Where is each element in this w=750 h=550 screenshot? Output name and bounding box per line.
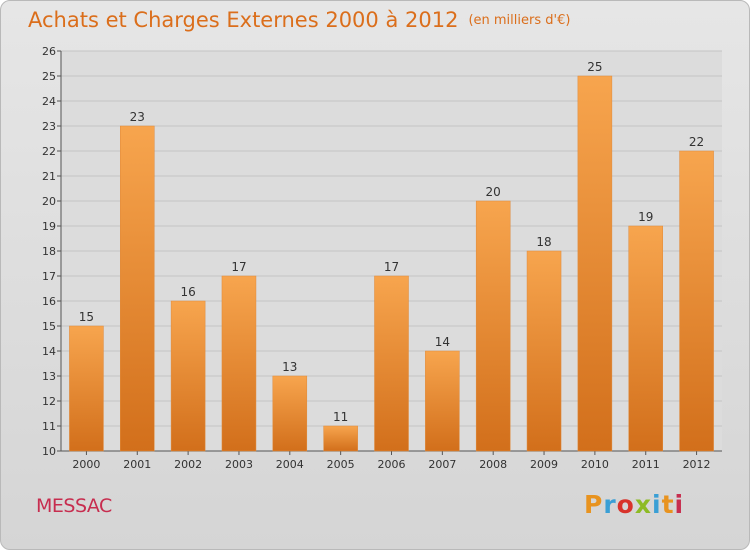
x-tick-label: 2004 bbox=[276, 458, 304, 471]
data-label: 11 bbox=[333, 410, 348, 424]
y-tick-label: 11 bbox=[42, 420, 56, 433]
data-labels: 15 23 16 17 13 11 17 14 20 18 25 19 22 bbox=[79, 60, 704, 424]
data-label: 14 bbox=[435, 335, 450, 349]
data-label: 25 bbox=[587, 60, 602, 74]
bar-2002 bbox=[170, 300, 206, 452]
bar-2004 bbox=[272, 375, 308, 452]
brand-letter: i bbox=[652, 490, 662, 519]
y-tick-label: 20 bbox=[42, 195, 56, 208]
brand-logo: Proxiti bbox=[584, 490, 684, 519]
brand-letter: o bbox=[616, 490, 635, 519]
chart-title: Achats et Charges Externes 2000 à 2012 (e… bbox=[28, 8, 570, 32]
x-tick-label: 2009 bbox=[530, 458, 558, 471]
x-tick-label: 2011 bbox=[632, 458, 660, 471]
data-label: 17 bbox=[384, 260, 399, 274]
brand-letter: P bbox=[584, 490, 604, 519]
y-tick-label: 17 bbox=[42, 270, 56, 283]
x-tick-label: 2010 bbox=[581, 458, 609, 471]
bar-2012 bbox=[679, 150, 714, 452]
data-label: 16 bbox=[180, 285, 195, 299]
brand-letter: t bbox=[661, 490, 675, 519]
bar-2003 bbox=[221, 275, 257, 452]
y-tick-label: 16 bbox=[42, 295, 56, 308]
bar-2005 bbox=[323, 425, 358, 452]
bars bbox=[69, 75, 714, 452]
y-tick-label: 13 bbox=[42, 370, 56, 383]
data-label: 15 bbox=[79, 310, 94, 324]
data-label: 22 bbox=[689, 135, 704, 149]
y-tick-label: 19 bbox=[42, 220, 56, 233]
x-tick-label: 2007 bbox=[428, 458, 456, 471]
bar-2001 bbox=[120, 125, 155, 452]
y-tick-label: 24 bbox=[42, 95, 56, 108]
data-label: 18 bbox=[536, 235, 551, 249]
x-tick-label: 2012 bbox=[683, 458, 711, 471]
y-tick-label: 10 bbox=[42, 445, 56, 458]
y-tick-label: 22 bbox=[42, 145, 56, 158]
bar-2009 bbox=[526, 250, 562, 452]
data-label: 17 bbox=[231, 260, 246, 274]
chart-unit: (en milliers d'€) bbox=[468, 13, 571, 28]
bar-2008 bbox=[475, 200, 511, 452]
x-tick-label: 2006 bbox=[378, 458, 406, 471]
x-tick-label: 2005 bbox=[327, 458, 355, 471]
data-label: 19 bbox=[638, 210, 653, 224]
x-tick-label: 2008 bbox=[479, 458, 507, 471]
y-tick-label: 18 bbox=[42, 245, 56, 258]
data-label: 13 bbox=[282, 360, 297, 374]
bar-2011 bbox=[628, 225, 663, 452]
x-tick-label: 2002 bbox=[174, 458, 202, 471]
y-tick-label: 21 bbox=[42, 170, 56, 183]
data-label: 20 bbox=[486, 185, 501, 199]
brand-letter: x bbox=[634, 490, 652, 519]
y-tick-label: 26 bbox=[42, 45, 56, 58]
y-tick-label: 15 bbox=[42, 320, 56, 333]
y-tick-label: 14 bbox=[42, 345, 56, 358]
bar-2007 bbox=[425, 350, 460, 452]
x-tick-label: 2001 bbox=[123, 458, 151, 471]
brand-letter: i bbox=[674, 490, 685, 519]
brand-letter: r bbox=[603, 490, 617, 519]
chart-title-text: Achats et Charges Externes 2000 à 2012 bbox=[28, 8, 459, 32]
y-tick-label: 25 bbox=[42, 70, 56, 83]
y-tick-label: 23 bbox=[42, 120, 56, 133]
data-label: 23 bbox=[130, 110, 145, 124]
y-tick-label: 12 bbox=[42, 395, 56, 408]
bar-2006 bbox=[374, 275, 409, 452]
x-tick-label: 2000 bbox=[72, 458, 100, 471]
place-name: MESSAC bbox=[36, 495, 112, 517]
bar-2010 bbox=[577, 75, 613, 452]
x-tick-label: 2003 bbox=[225, 458, 253, 471]
bar-2000 bbox=[69, 325, 104, 452]
